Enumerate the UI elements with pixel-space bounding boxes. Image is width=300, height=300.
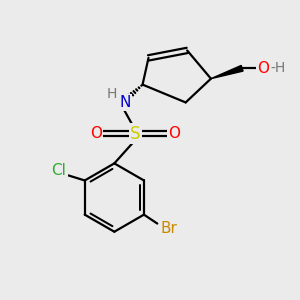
Text: N: N	[119, 95, 130, 110]
Text: O: O	[90, 126, 102, 141]
Text: H: H	[107, 86, 117, 100]
Polygon shape	[211, 65, 243, 79]
Text: O: O	[168, 126, 180, 141]
Text: Cl: Cl	[51, 163, 66, 178]
Text: Br: Br	[160, 221, 177, 236]
Text: O: O	[257, 61, 269, 76]
Text: S: S	[130, 125, 140, 143]
Text: -H: -H	[270, 61, 285, 75]
